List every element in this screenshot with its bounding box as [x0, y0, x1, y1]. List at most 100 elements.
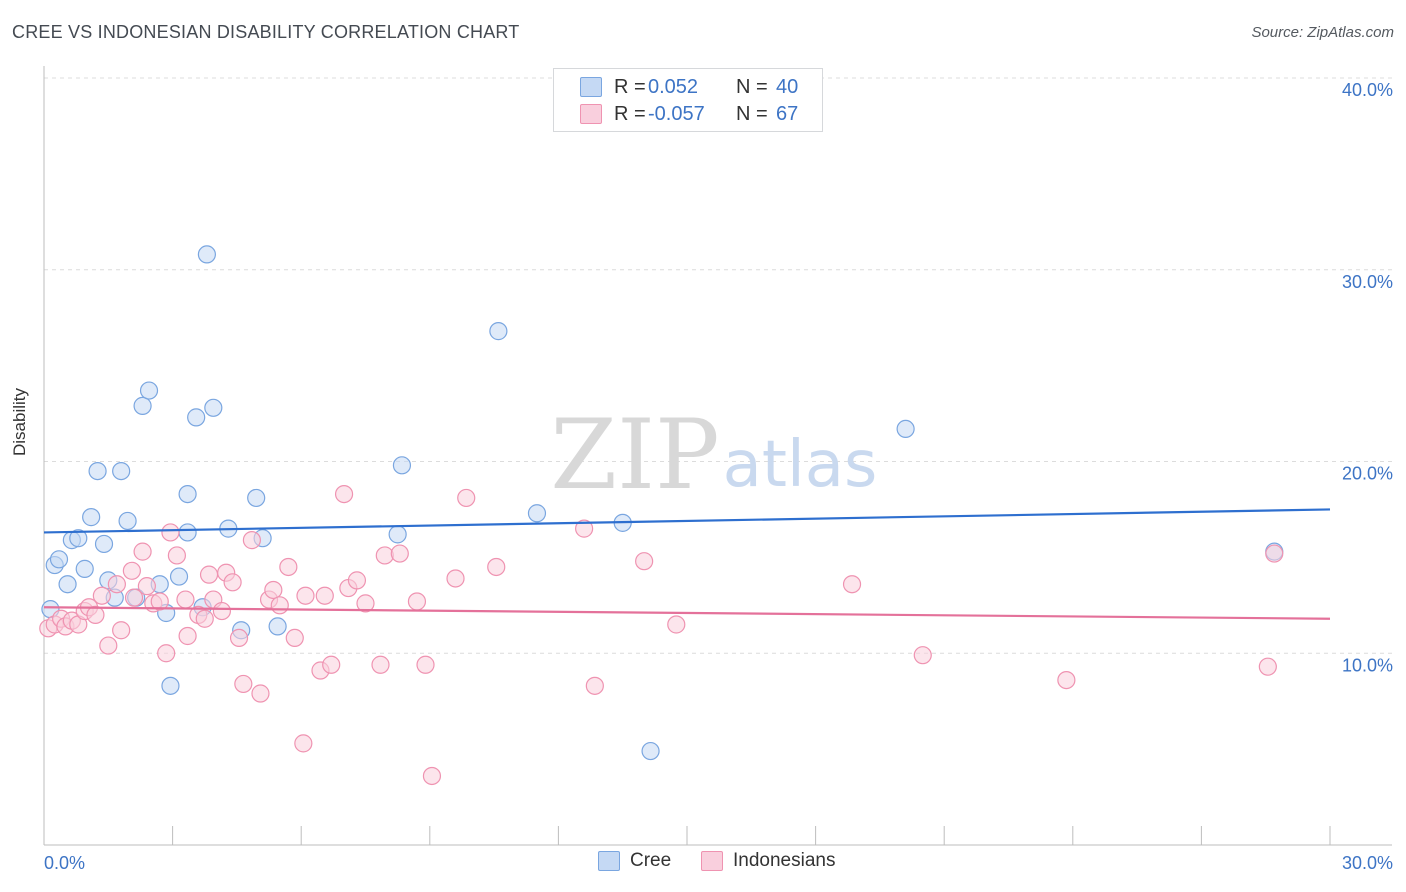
indonesians-point	[322, 655, 341, 674]
cree-point	[489, 322, 508, 341]
indonesians-point	[422, 766, 442, 786]
cree-point	[118, 511, 137, 531]
indonesians-point	[229, 628, 249, 648]
cree-point	[204, 398, 223, 417]
legend-swatch-cree	[598, 851, 620, 871]
indonesians-point	[487, 557, 506, 577]
indonesians-point	[375, 546, 394, 565]
watermark-zip: ZIP	[550, 399, 719, 511]
cree-point	[133, 396, 152, 415]
cree-point	[112, 461, 131, 481]
watermark: ZIP atlas	[550, 399, 877, 511]
indonesians-point	[296, 586, 315, 605]
indonesians-point	[124, 588, 144, 607]
cree-point	[641, 741, 660, 761]
indonesians-point	[270, 596, 289, 615]
cree-point	[187, 408, 206, 427]
legend-r-label: R =	[614, 75, 646, 98]
indonesians-point	[251, 684, 270, 703]
cree-point	[94, 534, 114, 554]
scatter-points	[39, 245, 1284, 786]
gridlines	[44, 77, 1392, 654]
legend-item-indonesians[interactable]: Indonesians	[701, 850, 835, 872]
indonesians-point	[371, 655, 390, 674]
y-axis-label: Disability	[10, 387, 29, 456]
legend-n-label: N =	[736, 75, 768, 98]
legend-row-indonesians: R = -0.057 N = 67	[580, 101, 798, 127]
indonesians-point	[86, 605, 105, 625]
indonesians-point	[157, 644, 176, 663]
indonesians-point	[133, 542, 152, 561]
cree-point	[139, 381, 159, 400]
indonesians-point	[176, 590, 195, 609]
indonesians-point	[223, 573, 242, 592]
indonesians-point	[285, 628, 304, 648]
watermark-atlas: atlas	[723, 428, 878, 502]
indonesians-point	[161, 523, 180, 542]
legend-r-value: 0.052	[648, 75, 699, 98]
legend-n-value: 40	[776, 75, 799, 98]
cree-point	[197, 245, 216, 264]
indonesians-point	[585, 676, 604, 695]
legend-n-label: N =	[736, 102, 768, 125]
indonesians-point	[842, 575, 862, 594]
indonesians-point	[294, 734, 313, 753]
legend-label-cree: Cree	[630, 850, 672, 871]
indonesians-point	[279, 557, 298, 577]
indonesians-point	[390, 544, 409, 563]
indonesians-point	[1057, 670, 1076, 690]
cree-point	[69, 529, 88, 548]
legend-r-label: R =	[614, 102, 646, 125]
cree-trend-line	[43, 508, 1331, 534]
cree-point	[58, 575, 77, 594]
indonesians-point	[457, 488, 476, 508]
legend-item-cree[interactable]: Cree	[598, 850, 671, 872]
cree-point	[896, 419, 915, 439]
indonesians-point	[99, 636, 118, 655]
cree-point	[178, 523, 197, 542]
legend-swatch-cree	[580, 77, 602, 97]
indonesians-point	[575, 519, 594, 538]
indonesians-point	[635, 552, 654, 571]
x-tick-label: 0.0%	[44, 853, 85, 873]
indonesians-point	[264, 580, 283, 600]
indonesians-point	[407, 592, 427, 611]
chart-title: CREE VS INDONESIAN DISABILITY CORRELATIO…	[12, 22, 520, 42]
indonesians-point	[92, 586, 111, 605]
indonesians-point	[446, 569, 465, 588]
stats-legend: R = 0.052 N = 40 R = -0.057 N = 67	[553, 68, 823, 132]
cree-point	[247, 488, 266, 508]
indonesians-point	[234, 674, 253, 694]
axes	[43, 66, 1392, 846]
indonesians-point	[334, 484, 354, 504]
y-tick-label: 10.0%	[1342, 655, 1393, 675]
indonesians-point	[1265, 544, 1284, 563]
indonesians-point	[212, 601, 231, 621]
indonesians-point	[167, 546, 186, 565]
cree-point	[268, 617, 287, 636]
cree-point	[169, 567, 189, 586]
indonesians-point	[122, 561, 141, 580]
indonesians-point	[178, 626, 197, 646]
cree-point	[75, 559, 94, 578]
indonesians-point	[416, 655, 435, 674]
cree-point	[88, 461, 107, 481]
indonesians-point	[150, 592, 169, 611]
legend-r-value: -0.057	[648, 102, 705, 125]
cree-point	[388, 525, 407, 544]
cree-point	[82, 508, 101, 527]
y-tick-label: 20.0%	[1342, 464, 1393, 484]
indonesians-point	[913, 646, 932, 665]
indonesians-point	[1258, 657, 1277, 676]
indonesians-point	[195, 609, 214, 628]
x-tick-label: 30.0%	[1342, 853, 1393, 873]
legend-row-cree: R = 0.052 N = 40	[580, 74, 798, 100]
cree-point	[161, 676, 180, 695]
cree-point	[49, 550, 69, 569]
legend-swatch-indonesians	[580, 104, 602, 124]
indonesians-point	[137, 577, 156, 596]
y-tick-label: 40.0%	[1342, 80, 1393, 100]
tick-labels: 10.0% 20.0% 30.0% 40.0% 0.0% 30.0%	[44, 80, 1393, 873]
series-legend: Cree Indonesians	[0, 850, 1406, 878]
